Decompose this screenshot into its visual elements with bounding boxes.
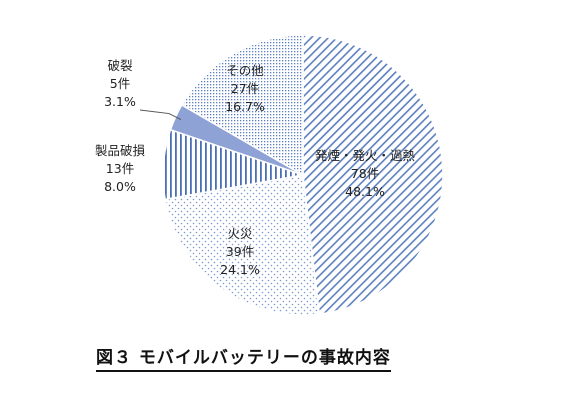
slice-label-percent: 24.1% — [220, 262, 260, 277]
leader-line — [139, 109, 182, 120]
slice-label-percent: 48.1% — [345, 184, 385, 199]
slice-label-percent: 8.0% — [104, 179, 136, 194]
slice-label-count: 39件 — [226, 244, 254, 259]
pie-slice-1 — [302, 34, 444, 315]
slice-label-name: 製品破損 — [95, 143, 146, 158]
figure-caption: 図３ モバイルバッテリーの事故内容 — [96, 348, 391, 372]
slice-label-name: その他 — [226, 63, 264, 78]
slice-label-name: 破裂 — [107, 58, 132, 73]
slice-label-count: 78件 — [351, 166, 379, 181]
slice-label-percent: 16.7% — [225, 99, 265, 114]
slice-label-count: 5件 — [110, 76, 130, 91]
slice-label-name: 火災 — [227, 226, 253, 241]
slice-label-count: 27件 — [231, 81, 259, 96]
pie-slice-5 — [180, 34, 304, 177]
slice-label-percent: 3.1% — [104, 94, 136, 109]
pie-labels: 発煙・発火・過熱 78件 48.1% 火災 39件 24.1% 製品破損 13件 8.0% 破裂 5… — [95, 58, 416, 277]
pie-slice-2 — [164, 174, 321, 316]
slice-label-name: 発煙・発火・過熱 — [315, 148, 416, 163]
pie-slices — [162, 34, 444, 316]
slice-label-count: 13件 — [106, 161, 134, 176]
